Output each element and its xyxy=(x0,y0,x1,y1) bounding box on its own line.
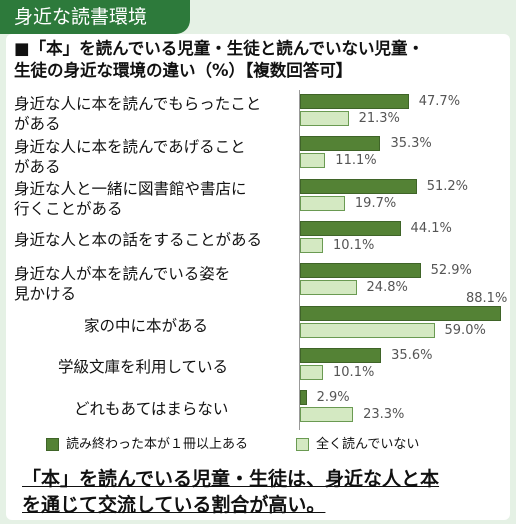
bar-not-read xyxy=(300,322,435,338)
bar-read xyxy=(300,347,382,363)
legend-label-not-read: 全く読んでいない xyxy=(316,437,420,452)
value-label: 44.1% xyxy=(410,220,452,236)
value-label: 2.9% xyxy=(316,390,350,406)
bar-read xyxy=(300,178,417,194)
bar-not-read xyxy=(300,195,345,211)
bar-not-read xyxy=(300,364,324,380)
bar-read xyxy=(300,390,307,406)
value-label: 24.8% xyxy=(366,280,408,296)
value-label: 21.3% xyxy=(358,111,400,126)
bar-read xyxy=(300,263,421,279)
value-label: 88.1% xyxy=(466,290,508,306)
category-label: 身近な人が本を読んでいる姿を 見かける xyxy=(14,265,231,303)
value-label: 52.9% xyxy=(430,263,472,279)
value-label: 10.1% xyxy=(333,364,375,380)
category-label: 身近な人に本を読んでもらったこと がある xyxy=(14,95,262,133)
category-label: 身近な人と一緒に図書館や書店に 行くことがある xyxy=(14,180,247,218)
value-label: 35.3% xyxy=(390,136,432,152)
legend-label-read: 読み終わった本が１冊以上ある xyxy=(66,437,249,452)
bar-read xyxy=(300,94,409,109)
category-label: どれもあてはまらない xyxy=(74,400,229,418)
legend-swatch-not-read xyxy=(296,438,309,451)
category-label: 身近な人に本を読んであげること がある xyxy=(14,138,246,176)
bar-read xyxy=(300,220,401,236)
bar-not-read xyxy=(300,280,357,296)
bar-read xyxy=(300,305,501,321)
value-label: 19.7% xyxy=(354,195,397,211)
chart-title: ■「本」を読んでいる児童・生徒と読んでいない児童・ 生徒の身近な環境の違い（%）… xyxy=(14,39,424,80)
chart-panel xyxy=(6,34,510,520)
conclusion-text: 「本」を読んでいる児童・生徒は、身近な人と本 を通じて交流している割合が高い。 xyxy=(22,468,440,516)
bar-not-read xyxy=(300,407,354,423)
bar-not-read xyxy=(300,153,326,169)
legend-swatch-read xyxy=(46,438,59,451)
value-label: 11.1% xyxy=(335,153,377,169)
value-label: 59.0% xyxy=(444,322,486,338)
category-label: 家の中に本がある xyxy=(84,317,209,335)
value-label: 47.7% xyxy=(418,94,461,109)
bar-not-read xyxy=(300,111,349,126)
bar-not-read xyxy=(300,237,324,253)
category-axis xyxy=(299,90,300,430)
category-label: 学級文庫を利用している xyxy=(58,358,229,376)
category-label: 身近な人と本の話をすることがある xyxy=(14,231,263,249)
value-label: 23.3% xyxy=(363,407,405,423)
value-label: 51.2% xyxy=(426,178,469,194)
header-tab: 身近な読書環境 xyxy=(0,0,190,34)
value-label: 35.6% xyxy=(391,347,433,363)
value-label: 10.1% xyxy=(333,237,375,253)
bar-read xyxy=(300,136,381,152)
